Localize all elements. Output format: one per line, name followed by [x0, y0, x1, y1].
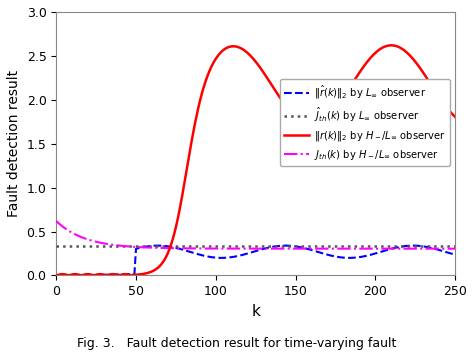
- Text: Fig. 3.   Fault detection result for time-varying fault: Fig. 3. Fault detection result for time-…: [77, 337, 397, 350]
- Legend: $\|\hat{r}(k)\|_2$ by $L_\infty$ observer, $\hat{J}_{th}(k)$ by $L_\infty$ obser: $\|\hat{r}(k)\|_2$ by $L_\infty$ observe…: [280, 79, 450, 166]
- Y-axis label: Fault detection result: Fault detection result: [7, 70, 21, 217]
- X-axis label: k: k: [251, 304, 260, 319]
